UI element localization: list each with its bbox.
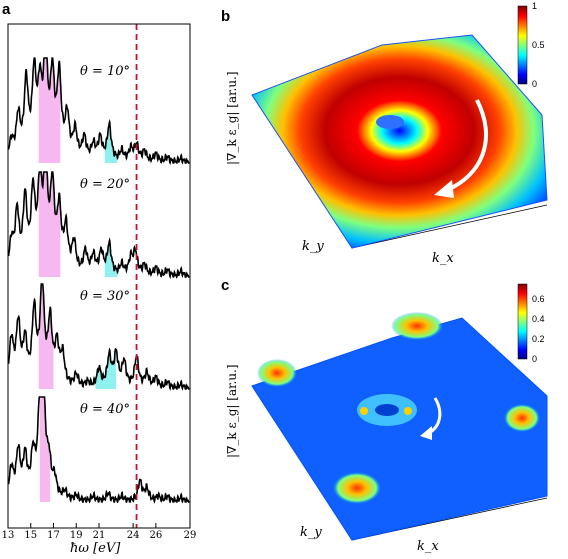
surface-b-center-hole [376,115,404,129]
surface-c-bump-left [257,359,297,387]
shaded-region-0-1 [104,122,118,163]
shaded-region-0-0 [38,58,61,163]
rotation-arrowhead-icon-c [420,426,432,440]
surface-c-mesh [251,317,548,541]
colorbar-b [517,5,528,85]
x-tick-label-1: 15 [24,530,37,541]
x-tick-label-6: 26 [150,530,163,541]
shaded-region-1-0 [38,172,61,277]
shaded-region-2-0 [38,284,54,389]
plot-frame [7,23,191,529]
ky-label-c: k_y [300,525,322,540]
shaded-region-2-1 [95,349,117,389]
shaded-region-1-1 [104,240,118,277]
ky-label-b: k_y [302,239,324,254]
surface-c-bump-bottom [333,472,381,504]
x-tick-label-5: 24 [127,530,140,541]
spectrum-curve-0 [7,57,190,165]
spectra-chart: 13 15 17 19 21 24 26 29 θ = 10°θ = 20°θ = 30°θ … [2,23,197,556]
kx-label-b: k_x [432,251,454,266]
b-cbticks-label-1: 0.5 [532,40,545,50]
kx-label-c: k_x [417,539,439,554]
colorbar-c-ticks: 0 0.2 0.4 0.6 [532,294,545,364]
b-cbticks-label-2: 1 [532,1,537,11]
x-axis-label: ħω [eV] [70,541,121,556]
colorbar-b-ticks: 00.51 [532,1,545,89]
panel-letter-a: a [2,1,11,18]
angle-labels: θ = 10° θ = 20° θ = 30° θ = 40° [80,64,130,417]
c-cbticks-label-1: 0.2 [532,334,545,344]
surface-c: |∇_k ε_g| [ar.u.] k_y k_x 0 0.2 0.4 0.6 [225,283,548,554]
shaded-region-3-0 [39,397,51,502]
surface-b-mesh [251,34,548,249]
surface-c-center-hole [375,404,399,416]
x-tick-label-2: 17 [47,530,60,541]
surface-c-dot-left [360,407,368,415]
x-axis-ticks: 13 15 17 19 21 24 26 29 [2,523,197,541]
c-cbticks-label-2: 0.4 [532,314,545,324]
spectrum-curve-2 [7,283,190,391]
spectra-curves [7,57,190,504]
c-cbticks-label-3: 0.6 [532,294,545,304]
angle-label-0: θ = 10° [80,64,130,79]
angle-label-3: θ = 40° [80,402,130,417]
spectrum-curve-3 [7,396,190,504]
panel-letter-b: b [221,8,231,25]
z-axis-label-c: |∇_k ε_g| [ar.u.] [225,364,239,458]
x-tick-label-7: 29 [184,530,197,541]
x-tick-label-3: 19 [70,530,83,541]
z-axis-label-b: |∇_k ε_g| [ar.u.] [225,71,239,165]
angle-label-2: θ = 30° [80,289,130,304]
surface-c-bump-right [504,404,540,432]
surface-b: |∇_k ε_g| [ar.u.] k_y k_x 00.51 [225,1,548,266]
c-cbticks-label-0: 0 [532,354,537,364]
rotation-arrowhead-icon [434,180,454,198]
rotation-arrow-icon [446,99,488,192]
x-tick-label-0: 13 [2,530,15,541]
b-cbticks-label-0: 0 [532,79,537,89]
surface-c-bump-top [391,312,443,340]
surface-c-dot-right [404,407,412,415]
shaded-regions [38,58,118,502]
spectrum-curve-1 [7,171,190,280]
angle-label-1: θ = 20° [80,177,130,192]
colorbar-c [517,283,528,360]
x-tick-label-4: 21 [93,530,106,541]
panel-letter-c: c [221,277,230,294]
